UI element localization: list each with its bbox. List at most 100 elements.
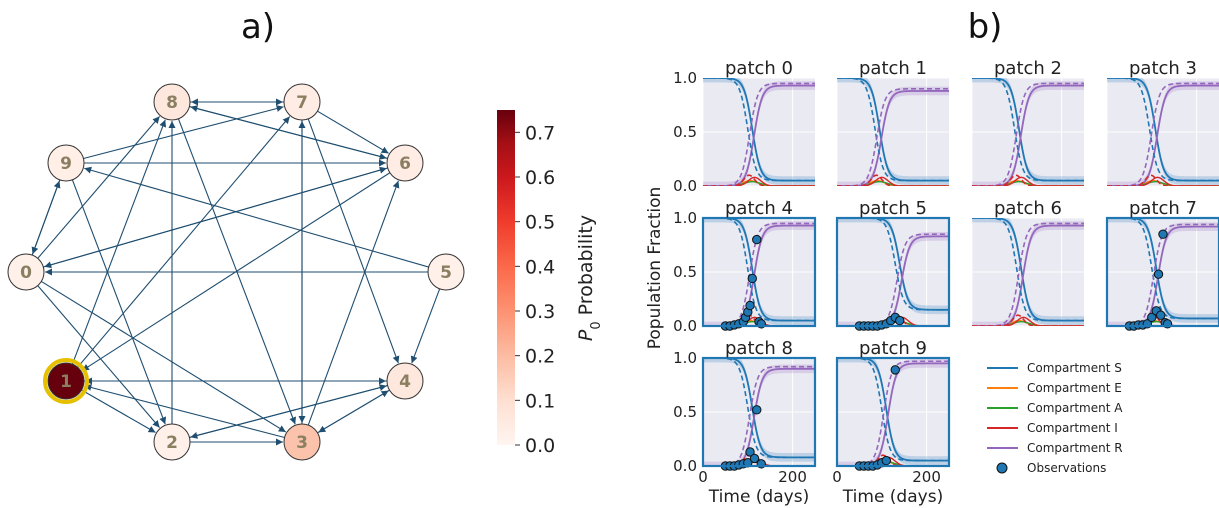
edge-0-6 [43,166,387,268]
edge-1-2 [81,389,156,433]
node-label: 1 [60,372,72,392]
node-circle [7,253,45,291]
legend-label: Compartment S [1027,361,1122,375]
node-circle [386,362,424,400]
edge-4-2 [190,385,388,439]
edge-5-4 [410,288,441,364]
legend-label: Compartment I [1027,421,1118,435]
node-label: 2 [166,433,178,453]
line-compartment-I [837,456,949,466]
observed-frame [701,356,817,468]
colorbar-tick-label: 0.5 [525,212,555,234]
observed-frame [701,216,817,328]
dashed-line-I [972,314,1084,326]
node-label: 6 [399,154,411,174]
y-tick-label: 0.5 [673,123,697,141]
colorbar-label: P0 Probability [575,215,604,341]
dashed-line-S [837,78,949,182]
edge-0-2 [37,285,161,428]
dashed-line-S [972,218,1084,322]
y-tick-label: 0.5 [673,403,697,421]
edge-5-9 [84,166,429,268]
colorbar-tick-label: 0.4 [525,256,555,278]
edge-6-1 [81,172,391,372]
line-compartment-I [972,316,1084,326]
node-0: 0 [7,253,45,291]
patch-panel-1: patch 1 [836,58,949,187]
observation-point [881,455,891,466]
node-circle [153,83,191,121]
observation-point [745,300,755,311]
node-circle [386,144,424,182]
colorbar-tick-label: 0.7 [525,122,555,144]
patch-grid: patch 0 0.0 0.5 1.0 patch 1 patch 2 patch 3 pat… [645,58,1219,507]
node-circle [47,362,85,400]
colorbar-tick-label: 0.1 [525,390,555,412]
patch-title: patch 8 [725,338,793,359]
node-label: 7 [296,93,308,113]
dashed-line-S [1107,78,1219,182]
legend-entry: Compartment E [987,381,1122,395]
observation-point [1158,229,1168,239]
patch-panel-2: patch 2 [971,58,1084,187]
node-1: 1 [43,358,89,404]
observation-point [745,447,755,457]
legend-label: Compartment A [1027,401,1123,415]
legend-label: Compartment R [1027,441,1123,455]
patch-panel-5: patch 5 [835,198,951,331]
observed-frame [835,356,951,468]
observation-point [1156,310,1166,320]
node-7: 7 [283,83,321,121]
legend-entry: Compartment I [987,421,1118,435]
y-tick-label: 0.0 [673,457,697,475]
node-circle [283,83,321,121]
observation-point [747,273,757,284]
node-9: 9 [47,144,85,182]
band-S [1107,78,1219,185]
dashed-line-I [972,174,1084,186]
node-label: 4 [399,372,411,392]
observation-point [749,453,760,464]
colorbar-tick-label: 0.2 [525,346,555,368]
legend: Compartment S Compartment E Compartment A C… [987,361,1123,475]
edge-0-8 [37,116,161,259]
edge-0-3 [41,280,287,433]
x-tick-label: 200 [912,468,941,486]
observation-point [1153,269,1164,279]
x-tick-label: 200 [778,468,807,486]
patch-title: patch 4 [725,198,793,219]
dashed-line-I [703,174,815,186]
node-circle [153,423,191,461]
patch-panel-3: patch 3 [1106,58,1219,187]
node-circle [47,144,85,182]
observed-frame [1105,216,1219,328]
patch-title: patch 0 [725,58,793,79]
edge-9-2 [71,179,167,425]
y-tick-label: 1.0 [673,209,697,227]
edge-1-8 [71,119,167,365]
colorbar-gradient [497,110,515,445]
patch-title: patch 3 [1129,58,1197,79]
edge-7-6 [317,110,389,154]
node-6: 6 [386,144,424,182]
patch-panel-6: patch 6 [971,198,1084,327]
legend-label: Observations [1027,461,1106,475]
legend-entry: Compartment S [987,361,1122,375]
edge-6-8 [190,105,388,159]
legend-marker [996,462,1008,474]
dashed-line-I [1107,174,1219,186]
edge-4-3 [318,389,390,433]
node-8: 8 [153,83,191,121]
patch-title: patch 7 [1129,198,1197,219]
observation-point [890,365,900,375]
dashed-line-S [703,78,815,182]
node-label: 5 [440,263,452,283]
legend-entry: Compartment R [987,441,1123,455]
y-tick-label: 1.0 [673,349,697,367]
dashed-line-S [972,78,1084,182]
edge-3-1 [84,384,285,439]
dashed-line-I [837,174,949,186]
network-graph: 0 1 2 3 4 5 6 7 8 9 [7,83,465,461]
